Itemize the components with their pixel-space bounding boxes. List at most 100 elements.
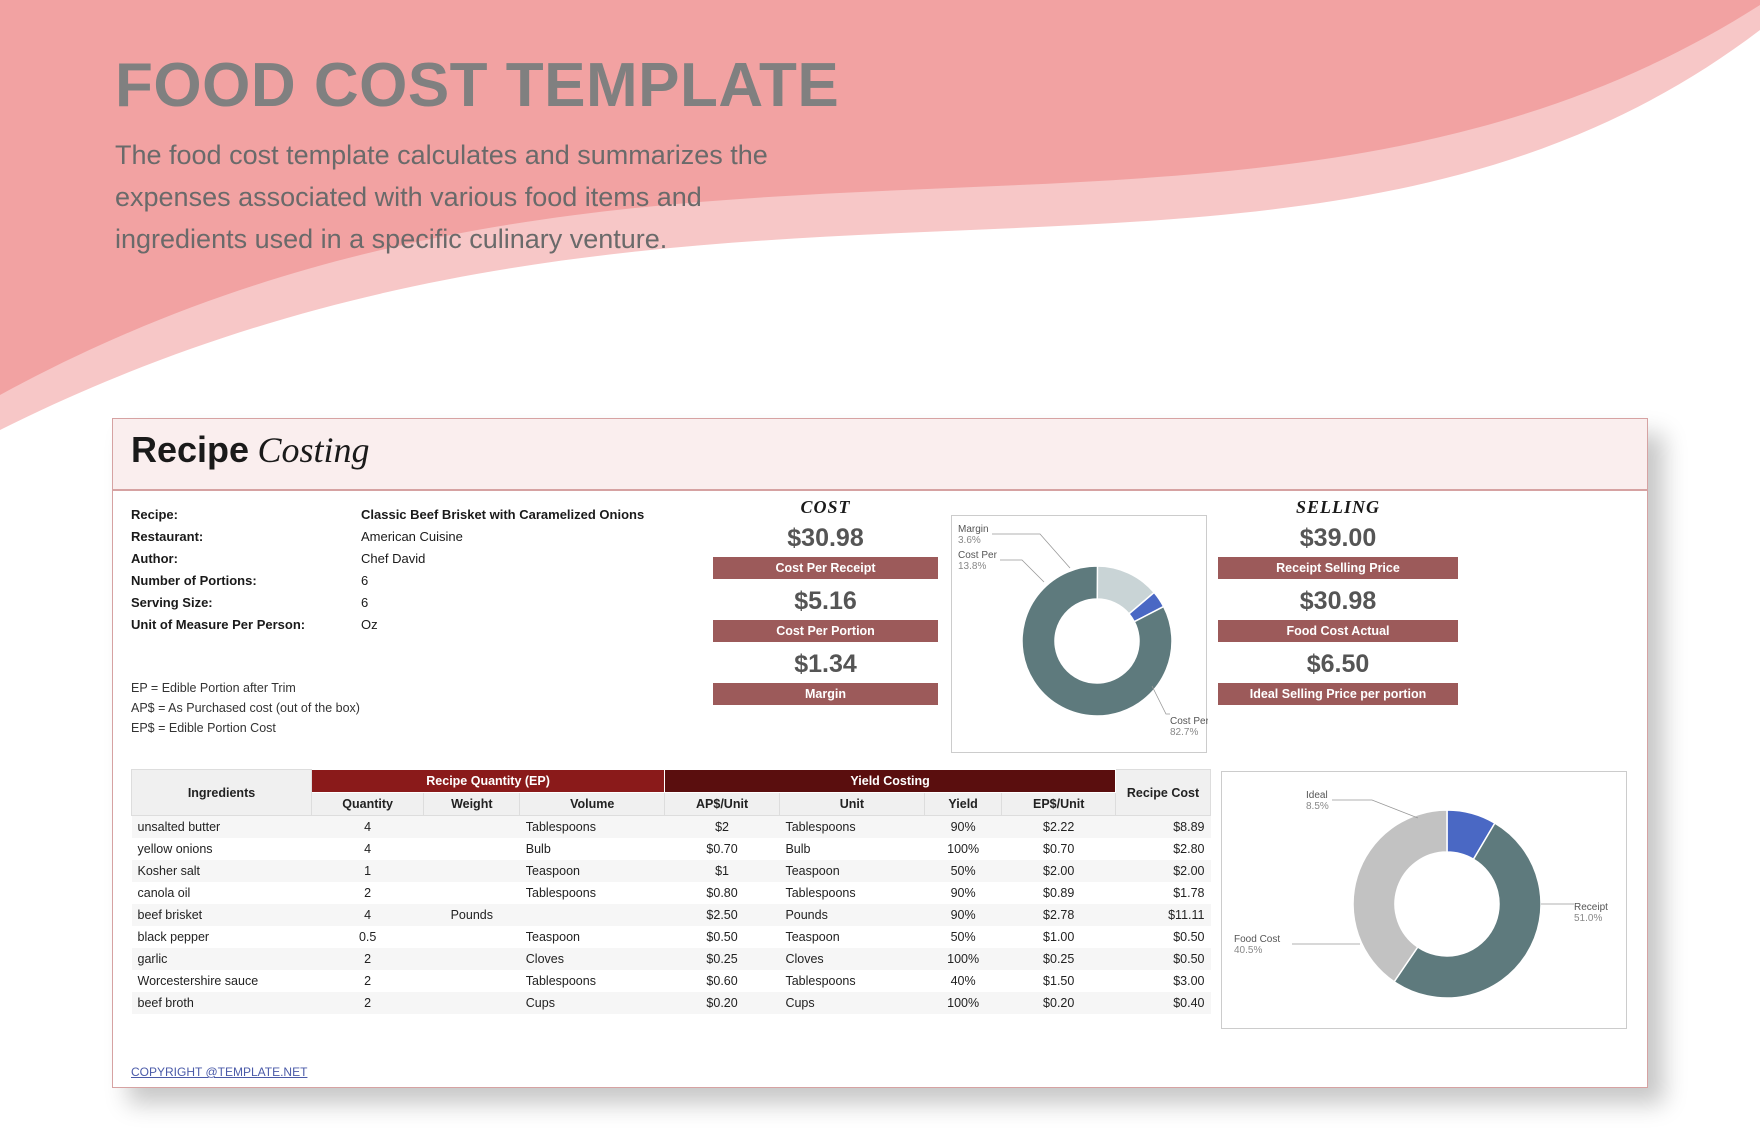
cell-weight: [424, 860, 520, 882]
th-recipe-cost: Recipe Cost: [1116, 770, 1211, 816]
cell-unit: Tablespoons: [779, 970, 924, 992]
table-row: beef broth 2 Cups $0.20 Cups 100% $0.20 …: [132, 992, 1211, 1014]
cell-ep: $1.50: [1002, 970, 1116, 992]
table-row: unsalted butter 4 Tablespoons $2 Tablesp…: [132, 816, 1211, 839]
th-sub: Yield: [924, 793, 1002, 816]
th-sub: AP$/Unit: [665, 793, 780, 816]
cell-cost: $0.50: [1116, 926, 1211, 948]
cell-weight: [424, 992, 520, 1014]
cell-unit: Bulb: [779, 838, 924, 860]
cell-ap: $2.50: [665, 904, 780, 926]
cell-ep: $2.22: [1002, 816, 1116, 839]
cell-ingredient: canola oil: [132, 882, 312, 904]
recipe-costing-card: Recipe Costing Recipe: Classic Beef Bris…: [112, 418, 1648, 1088]
cell-ep: $1.00: [1002, 926, 1116, 948]
svg-text:3.6%: 3.6%: [958, 535, 981, 546]
cell-ingredient: unsalted butter: [132, 816, 312, 839]
info-row: Number of Portions: 6: [131, 573, 661, 588]
th-sub: Quantity: [312, 793, 424, 816]
cell-volume: Tablespoons: [520, 882, 665, 904]
th-sub: Volume: [520, 793, 665, 816]
svg-text:40.5%: 40.5%: [1234, 945, 1262, 956]
cell-ap: $0.50: [665, 926, 780, 948]
cell-weight: [424, 948, 520, 970]
info-label: Restaurant:: [131, 529, 361, 544]
svg-text:Receipt: Receipt: [1574, 902, 1608, 913]
th-ingredients: Ingredients: [132, 770, 312, 816]
cell-qty: 2: [312, 882, 424, 904]
cell-ap: $2: [665, 816, 780, 839]
copyright-link[interactable]: COPYRIGHT @TEMPLATE.NET: [131, 1065, 307, 1079]
cell-ap: $0.20: [665, 992, 780, 1014]
cost-metric-value: $5.16: [713, 587, 938, 616]
info-label: Number of Portions:: [131, 573, 361, 588]
definitions-block: EP = Edible Portion after TrimAP$ = As P…: [131, 681, 360, 741]
card-title-2: Costing: [258, 430, 370, 470]
selling-donut-chart: Ideal8.5%Receipt51.0%Food Cost40.5%: [1221, 771, 1627, 1029]
cell-unit: Cups: [779, 992, 924, 1014]
info-row: Restaurant: American Cuisine: [131, 529, 661, 544]
info-row: Serving Size: 6: [131, 595, 661, 610]
selling-metric-label: Food Cost Actual: [1218, 620, 1458, 642]
cell-cost: $0.40: [1116, 992, 1211, 1014]
table-row: garlic 2 Cloves $0.25 Cloves 100% $0.25 …: [132, 948, 1211, 970]
cell-weight: [424, 816, 520, 839]
cell-unit: Tablespoons: [779, 882, 924, 904]
cost-metric-value: $30.98: [713, 524, 938, 553]
svg-text:Cost Per: Cost Per: [1170, 716, 1208, 727]
cell-volume: Tablespoons: [520, 816, 665, 839]
definition-line: EP$ = Edible Portion Cost: [131, 721, 360, 735]
cell-volume: Cups: [520, 992, 665, 1014]
cell-ap: $0.25: [665, 948, 780, 970]
cell-ingredient: Worcestershire sauce: [132, 970, 312, 992]
cost-metric-value: $1.34: [713, 650, 938, 679]
selling-heading: SELLING: [1218, 497, 1458, 518]
info-value: Classic Beef Brisket with Caramelized On…: [361, 507, 644, 522]
cell-unit: Cloves: [779, 948, 924, 970]
th-recipe-qty: Recipe Quantity (EP): [312, 770, 665, 793]
page-subtitle: The food cost template calculates and su…: [115, 135, 835, 261]
cell-yield: 90%: [924, 904, 1002, 926]
cell-ingredient: garlic: [132, 948, 312, 970]
selling-column: SELLING $39.00Receipt Selling Price$30.9…: [1218, 497, 1458, 713]
svg-text:51.0%: 51.0%: [1574, 913, 1602, 924]
cell-unit: Tablespoons: [779, 816, 924, 839]
cost-metric-label: Cost Per Receipt: [713, 557, 938, 579]
svg-text:Cost Per: Cost Per: [958, 550, 998, 561]
cell-qty: 4: [312, 904, 424, 926]
cell-ingredient: black pepper: [132, 926, 312, 948]
info-value: Oz: [361, 617, 378, 632]
th-sub: EP$/Unit: [1002, 793, 1116, 816]
cell-cost: $3.00: [1116, 970, 1211, 992]
selling-metric-label: Ideal Selling Price per portion: [1218, 683, 1458, 705]
cell-yield: 50%: [924, 860, 1002, 882]
cell-unit: Teaspoon: [779, 860, 924, 882]
cell-cost: $8.89: [1116, 816, 1211, 839]
cell-ep: $0.89: [1002, 882, 1116, 904]
svg-text:8.5%: 8.5%: [1306, 801, 1329, 812]
info-label: Recipe:: [131, 507, 361, 522]
cell-yield: 100%: [924, 992, 1002, 1014]
cost-metric-label: Cost Per Portion: [713, 620, 938, 642]
info-value: 6: [361, 573, 368, 588]
selling-metric-label: Receipt Selling Price: [1218, 557, 1458, 579]
cell-ep: $2.78: [1002, 904, 1116, 926]
cell-ep: $0.70: [1002, 838, 1116, 860]
ingredients-table-wrap: Ingredients Recipe Quantity (EP) Yield C…: [131, 769, 1211, 1014]
table-row: canola oil 2 Tablespoons $0.80 Tablespoo…: [132, 882, 1211, 904]
th-yield: Yield Costing: [665, 770, 1116, 793]
cell-unit: Pounds: [779, 904, 924, 926]
cell-cost: $2.80: [1116, 838, 1211, 860]
cell-cost: $1.78: [1116, 882, 1211, 904]
cell-yield: 40%: [924, 970, 1002, 992]
cell-unit: Teaspoon: [779, 926, 924, 948]
svg-text:Food Cost: Food Cost: [1234, 934, 1280, 945]
cell-volume: Teaspoon: [520, 926, 665, 948]
cell-ingredient: beef brisket: [132, 904, 312, 926]
cell-weight: [424, 882, 520, 904]
svg-text:13.8%: 13.8%: [958, 561, 986, 572]
info-value: American Cuisine: [361, 529, 463, 544]
cell-qty: 2: [312, 948, 424, 970]
cost-heading: COST: [713, 497, 938, 518]
cell-cost: $11.11: [1116, 904, 1211, 926]
